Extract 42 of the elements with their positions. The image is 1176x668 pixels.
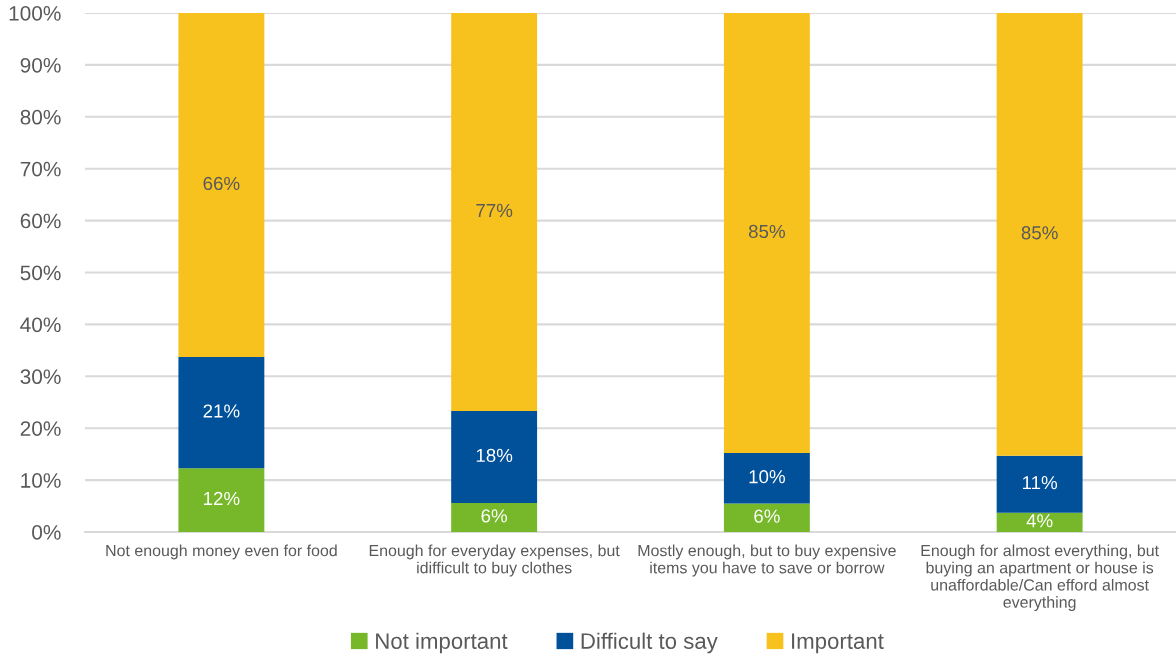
data-label: 85% xyxy=(1021,226,1058,240)
bar xyxy=(723,453,810,504)
legend-label: Important xyxy=(792,633,884,654)
data-label: 85% xyxy=(748,224,785,239)
x-tick-label: Enough for almost everything, but buying an apartment or house is unaffordable/Can efford almost everything xyxy=(921,544,1159,611)
x-tick-label: Not enough money even for food xyxy=(106,544,337,560)
bar xyxy=(178,13,265,358)
legend-label: Difficult to say xyxy=(581,632,718,654)
bar xyxy=(996,512,1083,532)
y-tick-label: 90% xyxy=(20,57,61,73)
bar xyxy=(723,13,810,454)
y-tick-label: 50% xyxy=(20,265,61,281)
y-tick-label: 20% xyxy=(20,421,61,436)
legend-label: Not important xyxy=(376,632,508,654)
data-label: 66% xyxy=(203,176,240,191)
y-tick-label: 10% xyxy=(21,473,61,488)
bar xyxy=(996,13,1083,456)
bar xyxy=(451,13,538,412)
data-label: 11% xyxy=(1022,476,1058,490)
x-tick-label: Mostly enough, but to buy expensive items you have to save or borrow xyxy=(638,544,896,577)
bar xyxy=(451,411,538,503)
y-tick-label: 60% xyxy=(20,213,61,229)
bar xyxy=(996,455,1083,513)
data-label: 21% xyxy=(203,404,240,418)
data-label: 12% xyxy=(204,491,240,506)
data-label: 6% xyxy=(754,509,780,523)
data-label: 6% xyxy=(481,509,508,523)
y-tick-label: 70% xyxy=(20,161,61,177)
data-label: 18% xyxy=(476,448,513,463)
data-label: 4% xyxy=(1026,514,1053,528)
y-tick-label: 30% xyxy=(20,369,61,385)
y-tick-label: 0% xyxy=(32,525,61,540)
data-label: 77% xyxy=(476,203,513,217)
bar xyxy=(723,503,810,532)
x-tick-label: Enough for everyday expenses, but idifficult to buy clothes xyxy=(369,544,620,577)
bar xyxy=(451,502,538,532)
y-tick-label: 80% xyxy=(20,109,61,125)
y-tick-label: 40% xyxy=(20,317,61,333)
y-tick-label: 100% xyxy=(9,6,61,21)
data-label: 10% xyxy=(749,470,785,484)
bar xyxy=(178,468,265,532)
bar xyxy=(178,357,265,469)
